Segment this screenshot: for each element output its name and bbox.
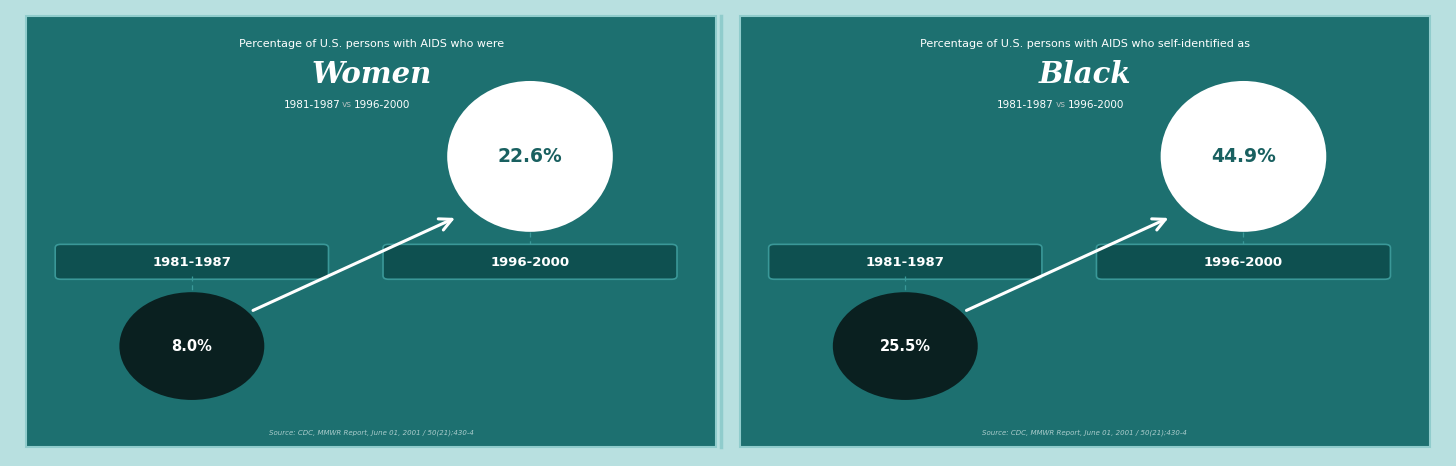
Text: Black: Black bbox=[1038, 60, 1131, 89]
Text: 1981-1987: 1981-1987 bbox=[997, 100, 1054, 110]
Text: 22.6%: 22.6% bbox=[498, 147, 562, 166]
FancyBboxPatch shape bbox=[26, 16, 716, 447]
FancyBboxPatch shape bbox=[383, 244, 677, 279]
Text: vs: vs bbox=[342, 100, 352, 109]
Text: 1981-1987: 1981-1987 bbox=[153, 255, 232, 268]
Text: 25.5%: 25.5% bbox=[879, 339, 930, 354]
Text: Source: CDC, MMWR Report, June 01, 2001 / 50(21);430-4: Source: CDC, MMWR Report, June 01, 2001 … bbox=[269, 429, 473, 436]
Text: vs: vs bbox=[1056, 100, 1066, 109]
FancyBboxPatch shape bbox=[55, 244, 329, 279]
FancyBboxPatch shape bbox=[769, 244, 1042, 279]
FancyBboxPatch shape bbox=[1096, 244, 1390, 279]
Text: 1981-1987: 1981-1987 bbox=[866, 255, 945, 268]
Text: Percentage of U.S. persons with AIDS who self-identified as: Percentage of U.S. persons with AIDS who… bbox=[920, 39, 1249, 49]
Text: 44.9%: 44.9% bbox=[1211, 147, 1275, 166]
FancyBboxPatch shape bbox=[740, 16, 1430, 447]
Text: Women: Women bbox=[312, 60, 431, 89]
Text: Percentage of U.S. persons with AIDS who were: Percentage of U.S. persons with AIDS who… bbox=[239, 39, 504, 49]
Text: 8.0%: 8.0% bbox=[172, 339, 213, 354]
Text: 1996-2000: 1996-2000 bbox=[1204, 255, 1283, 268]
Text: 1996-2000: 1996-2000 bbox=[354, 100, 411, 110]
Ellipse shape bbox=[1160, 81, 1326, 232]
Text: 1996-2000: 1996-2000 bbox=[1067, 100, 1124, 110]
Ellipse shape bbox=[833, 292, 978, 400]
Ellipse shape bbox=[447, 81, 613, 232]
Text: 1981-1987: 1981-1987 bbox=[284, 100, 341, 110]
Text: Source: CDC, MMWR Report, June 01, 2001 / 50(21);430-4: Source: CDC, MMWR Report, June 01, 2001 … bbox=[983, 429, 1187, 436]
Text: 1996-2000: 1996-2000 bbox=[491, 255, 569, 268]
Ellipse shape bbox=[119, 292, 265, 400]
